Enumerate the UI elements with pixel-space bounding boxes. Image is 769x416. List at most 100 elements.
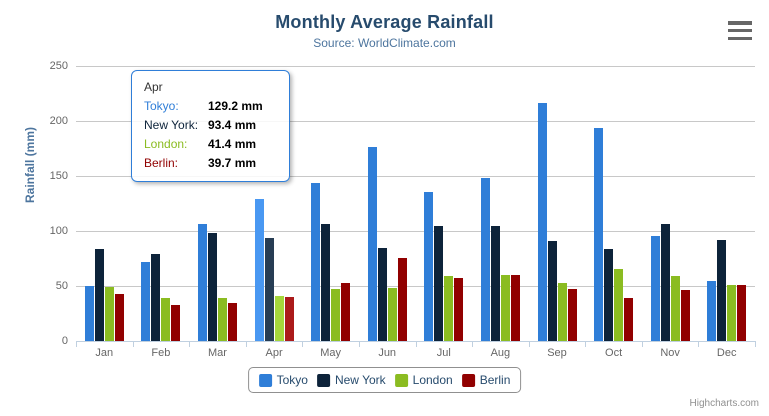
bar-berlin-jun[interactable] <box>397 257 407 341</box>
bar-berlin-mar[interactable] <box>228 303 237 341</box>
bar-new-york-apr[interactable] <box>264 238 274 341</box>
bar-new-york-mar[interactable] <box>208 232 217 341</box>
x-axis-label-mar: Mar <box>208 347 227 359</box>
bar-tokyo-jun[interactable] <box>367 147 377 341</box>
credits-link[interactable]: Highcharts.com <box>689 398 759 409</box>
legend-item-new-york[interactable]: New York <box>316 373 386 387</box>
gridline-250 <box>76 66 755 67</box>
hamburger-icon <box>728 28 752 33</box>
bar-tokyo-jan[interactable] <box>84 286 94 341</box>
y-axis-label-150: 150 <box>49 170 68 182</box>
bar-tokyo-nov[interactable] <box>650 235 660 341</box>
bar-new-york-may[interactable] <box>321 224 331 341</box>
y-axis-label-0: 0 <box>61 335 68 347</box>
x-axis-label-jan: Jan <box>95 347 114 359</box>
bar-berlin-feb[interactable] <box>171 304 181 341</box>
tooltip-series-value: 41.4 mm <box>208 137 257 151</box>
legend: Tokyo New York London Berlin <box>247 367 522 393</box>
bar-london-jul[interactable] <box>444 276 454 341</box>
bar-berlin-oct[interactable] <box>624 298 633 341</box>
bar-berlin-dec[interactable] <box>737 284 747 341</box>
tooltip-series-label: New York: <box>144 118 199 132</box>
gridline-200 <box>76 121 755 122</box>
hamburger-icon <box>728 21 752 25</box>
x-axis-tick <box>415 341 417 347</box>
bar-tokyo-mar[interactable] <box>198 224 207 341</box>
chart-title: Monthly Average Rainfall <box>275 12 494 32</box>
bar-new-york-oct[interactable] <box>604 249 613 341</box>
tooltip-header: Apr <box>144 80 163 94</box>
y-axis-label-100: 100 <box>49 225 68 237</box>
legend-marker-tokyo <box>258 373 272 387</box>
bar-berlin-apr[interactable] <box>284 297 294 341</box>
legend-label-new-york: New York <box>334 373 386 387</box>
bar-new-york-aug[interactable] <box>490 226 500 341</box>
tooltip-series-value: 129.2 mm <box>208 99 263 113</box>
bar-new-york-dec[interactable] <box>717 239 727 341</box>
bar-berlin-jan[interactable] <box>114 294 124 341</box>
x-axis-label-sep: Sep <box>547 347 567 359</box>
x-axis-label-feb: Feb <box>151 347 171 359</box>
bar-new-york-nov[interactable] <box>660 223 670 341</box>
x-axis-tick <box>472 341 474 347</box>
bar-tokyo-jul[interactable] <box>424 191 434 341</box>
gridline-150 <box>76 176 755 177</box>
x-axis-tick <box>358 341 360 347</box>
bar-london-apr[interactable] <box>274 295 284 341</box>
x-axis-label-oct: Oct <box>605 347 623 359</box>
bar-new-york-sep[interactable] <box>547 240 557 341</box>
legend-marker-new-york <box>316 373 330 387</box>
x-axis-tick <box>528 341 530 347</box>
bar-berlin-may[interactable] <box>341 283 351 341</box>
bar-london-sep[interactable] <box>557 283 567 341</box>
x-axis-tick <box>585 341 587 347</box>
bar-tokyo-aug[interactable] <box>480 177 490 341</box>
bar-london-oct[interactable] <box>614 269 623 341</box>
bar-tokyo-feb[interactable] <box>141 262 151 341</box>
legend-item-london[interactable]: London <box>394 373 453 387</box>
bar-london-may[interactable] <box>331 289 341 341</box>
legend-item-berlin[interactable]: Berlin <box>461 373 511 387</box>
bar-tokyo-may[interactable] <box>311 182 321 341</box>
bar-tokyo-sep[interactable] <box>537 103 547 341</box>
plot-area <box>76 66 755 341</box>
bar-london-dec[interactable] <box>727 284 737 341</box>
bar-berlin-nov[interactable] <box>680 289 690 341</box>
x-axis-tick <box>698 341 700 347</box>
export-menu-button[interactable] <box>728 21 754 40</box>
bar-london-feb[interactable] <box>161 298 171 341</box>
legend-item-tokyo[interactable]: Tokyo <box>258 373 308 387</box>
tooltip-series-value: 93.4 mm <box>208 118 257 132</box>
bar-tokyo-oct[interactable] <box>594 127 603 341</box>
bar-new-york-jul[interactable] <box>434 225 444 341</box>
legend-label-tokyo: Tokyo <box>276 373 308 387</box>
bar-berlin-jul[interactable] <box>454 277 464 341</box>
tooltip-rows: Tokyo: 129.2 mm New York: 93.4 mm London: 41.… <box>144 97 277 173</box>
bar-tokyo-apr[interactable] <box>254 198 264 341</box>
x-axis <box>76 341 756 349</box>
bar-new-york-feb[interactable] <box>151 254 161 341</box>
hamburger-icon <box>728 36 752 40</box>
x-axis-tick <box>245 341 247 347</box>
bar-london-mar[interactable] <box>218 297 227 341</box>
tooltip-series-label: Berlin: <box>144 156 179 170</box>
x-axis-label-may: May <box>320 347 341 359</box>
bar-new-york-jan[interactable] <box>94 249 104 341</box>
bar-new-york-jun[interactable] <box>377 248 387 341</box>
legend-label-berlin: Berlin <box>479 373 511 387</box>
y-axis-label-200: 200 <box>49 115 68 127</box>
bar-london-nov[interactable] <box>670 275 680 341</box>
tooltip-series-label: Tokyo: <box>144 99 179 113</box>
bar-london-jan[interactable] <box>104 287 114 341</box>
bar-london-aug[interactable] <box>500 275 510 341</box>
bar-london-jun[interactable] <box>387 287 397 341</box>
bar-berlin-aug[interactable] <box>510 274 520 341</box>
bar-berlin-sep[interactable] <box>567 288 577 341</box>
x-axis-tick <box>641 341 643 347</box>
tooltip-row-berlin: Berlin: 39.7 mm <box>144 154 277 173</box>
chart-subtitle: Source: WorldClimate.com <box>313 36 456 50</box>
gridline-50 <box>76 286 755 287</box>
legend-marker-london <box>394 373 408 387</box>
bar-tokyo-dec[interactable] <box>707 281 717 341</box>
